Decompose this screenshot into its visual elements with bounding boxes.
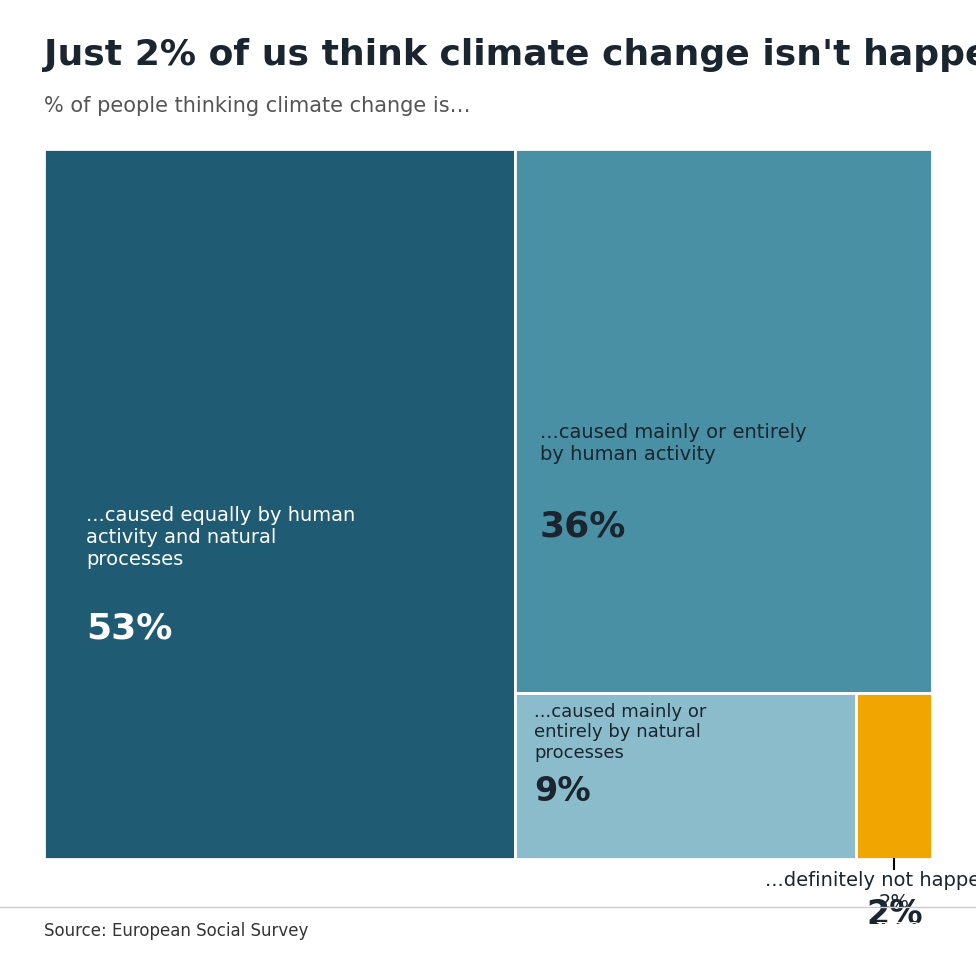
Text: BBC: BBC — [875, 922, 920, 940]
Text: 36%: 36% — [540, 510, 626, 543]
Text: 2%: 2% — [866, 898, 922, 930]
Text: ...caused equally by human
activity and natural
processes: ...caused equally by human activity and … — [86, 506, 355, 569]
Text: Just 2% of us think climate change isn't happening: Just 2% of us think climate change isn't… — [44, 38, 976, 72]
Text: ...definitely not happening
2%: ...definitely not happening 2% — [765, 871, 976, 912]
Text: ...caused mainly or
entirely by natural
processes: ...caused mainly or entirely by natural … — [534, 703, 707, 762]
Text: 53%: 53% — [86, 612, 173, 646]
Text: 9%: 9% — [534, 775, 590, 807]
Text: Source: European Social Survey: Source: European Social Survey — [44, 922, 308, 940]
Text: % of people thinking climate change is…: % of people thinking climate change is… — [44, 96, 470, 116]
Text: ...caused mainly or entirely
by human activity: ...caused mainly or entirely by human ac… — [540, 423, 806, 465]
